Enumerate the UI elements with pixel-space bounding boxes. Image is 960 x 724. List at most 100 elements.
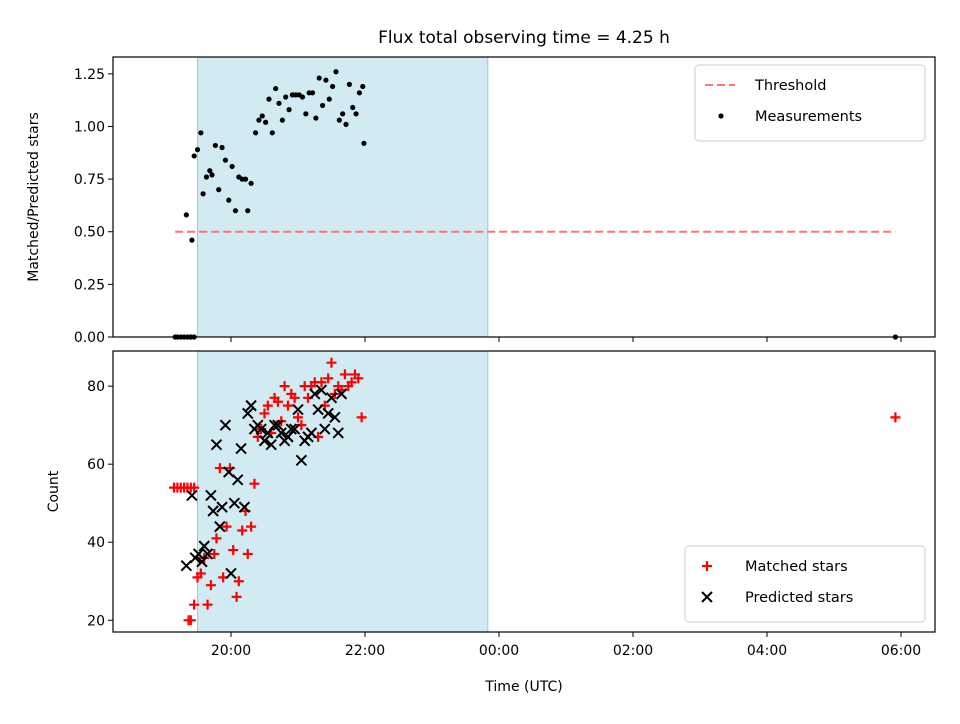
matched-star-point bbox=[185, 615, 196, 626]
predicted-star-point bbox=[214, 520, 226, 533]
highlight-span bbox=[197, 350, 489, 633]
matched-star-point bbox=[214, 463, 225, 474]
measurement-point bbox=[340, 111, 346, 117]
measurement-point bbox=[276, 100, 282, 106]
measurement-point bbox=[200, 191, 206, 197]
measurement-point bbox=[286, 107, 292, 113]
predicted-star-point bbox=[242, 407, 254, 420]
measurement-point bbox=[248, 180, 254, 186]
measurement-point bbox=[326, 96, 332, 102]
measurement-point bbox=[269, 130, 275, 136]
measurement-point bbox=[319, 102, 326, 109]
predicted-star-point bbox=[315, 384, 328, 396]
matched-star-point bbox=[228, 545, 239, 556]
matched-star-point bbox=[231, 591, 242, 602]
measurement-point bbox=[330, 83, 336, 90]
predicted-star-point bbox=[272, 419, 284, 431]
x-tick-label: 00:00 bbox=[479, 643, 519, 659]
matched-star-point bbox=[259, 408, 270, 419]
measurement-point bbox=[232, 208, 239, 214]
predicted-star-point bbox=[225, 567, 237, 580]
matched-star-point bbox=[233, 576, 244, 587]
measurement-point bbox=[191, 153, 197, 159]
measurement-point bbox=[183, 212, 189, 218]
predicted-star-point bbox=[201, 548, 214, 560]
predicted-star-point bbox=[207, 505, 219, 517]
measurement-point bbox=[283, 94, 289, 100]
x-tick-label: 02:00 bbox=[613, 643, 653, 659]
measurement-point bbox=[259, 113, 265, 119]
x-tick-label: 20:00 bbox=[211, 643, 251, 659]
matched-star-point bbox=[316, 377, 327, 388]
legend-label: Measurements bbox=[755, 109, 862, 125]
predicted-star-point bbox=[258, 435, 271, 447]
predicted-star-point bbox=[192, 548, 205, 560]
measurement-point bbox=[222, 157, 229, 163]
matched-star-point bbox=[189, 599, 200, 610]
y-tick-label: 40 bbox=[87, 535, 105, 551]
chart-title: Flux total observing time = 4.25 h bbox=[378, 28, 670, 48]
predicted-star-point bbox=[231, 474, 244, 486]
predicted-star-point bbox=[322, 407, 334, 420]
matched-star-point bbox=[202, 599, 213, 610]
measurement-point bbox=[303, 111, 309, 117]
y-tick-label: 0.50 bbox=[74, 225, 105, 241]
predicted-star-point bbox=[305, 427, 318, 439]
predicted-star-point bbox=[219, 419, 232, 431]
legend-measurement-swatch bbox=[718, 113, 724, 119]
predicted-star-point bbox=[238, 501, 251, 513]
legend-predicted-swatch bbox=[701, 591, 713, 603]
measurement-point bbox=[252, 130, 259, 136]
legend: Threshold Measurements bbox=[694, 64, 926, 142]
predicted-star-point bbox=[275, 427, 287, 439]
predicted-star-point bbox=[255, 423, 267, 435]
measurement-point bbox=[216, 187, 222, 193]
y-tick-label: 1.00 bbox=[74, 119, 105, 135]
matched-star-point bbox=[890, 412, 901, 423]
y-tick-label: 0.00 bbox=[74, 330, 105, 346]
measurement-point bbox=[203, 174, 210, 180]
measurement-point bbox=[333, 69, 339, 75]
predicted-star-point bbox=[205, 489, 217, 502]
matched-star-point bbox=[282, 400, 293, 411]
legend-box bbox=[694, 64, 926, 142]
measurement-point bbox=[343, 121, 349, 127]
predicted-star-point bbox=[295, 454, 308, 466]
x-tick-label: 04:00 bbox=[747, 643, 787, 659]
predicted-star-point bbox=[186, 489, 198, 502]
measurement-point bbox=[266, 96, 272, 102]
y-tick-label: 60 bbox=[87, 457, 105, 473]
measurement-point bbox=[356, 90, 363, 96]
measurement-point bbox=[219, 144, 225, 151]
matched-star-point bbox=[326, 357, 337, 368]
measurement-point bbox=[313, 115, 319, 121]
measurement-point bbox=[263, 119, 269, 125]
matched-star-point bbox=[346, 377, 357, 388]
predicted-star-point bbox=[288, 423, 301, 435]
matched-star-point bbox=[289, 392, 300, 403]
x-tick-label: 06:00 bbox=[881, 643, 921, 659]
predicted-star-point bbox=[292, 403, 304, 416]
axes-frame bbox=[112, 56, 936, 338]
measurement-point bbox=[189, 237, 195, 243]
matched-star-point bbox=[221, 521, 232, 532]
predicted-star-point bbox=[325, 392, 338, 404]
measurement-point bbox=[273, 85, 279, 92]
series-1 bbox=[180, 384, 348, 580]
y-tick-label: 20 bbox=[87, 613, 105, 629]
matched-star-point bbox=[356, 412, 367, 423]
measurement-point bbox=[207, 168, 213, 174]
measurement-point bbox=[299, 94, 306, 100]
predicted-star-point bbox=[309, 388, 321, 400]
legend-label: Predicted stars bbox=[745, 590, 853, 606]
predicted-star-point bbox=[228, 497, 241, 509]
measurement-point bbox=[309, 90, 316, 96]
predicted-star-point bbox=[335, 388, 348, 400]
legend-label: Matched stars bbox=[745, 559, 848, 575]
measurement-point bbox=[209, 172, 215, 178]
predicted-star-point bbox=[265, 438, 277, 451]
predicted-star-point bbox=[210, 438, 223, 451]
matched-star-point bbox=[209, 548, 220, 559]
measurement-point bbox=[229, 163, 235, 170]
